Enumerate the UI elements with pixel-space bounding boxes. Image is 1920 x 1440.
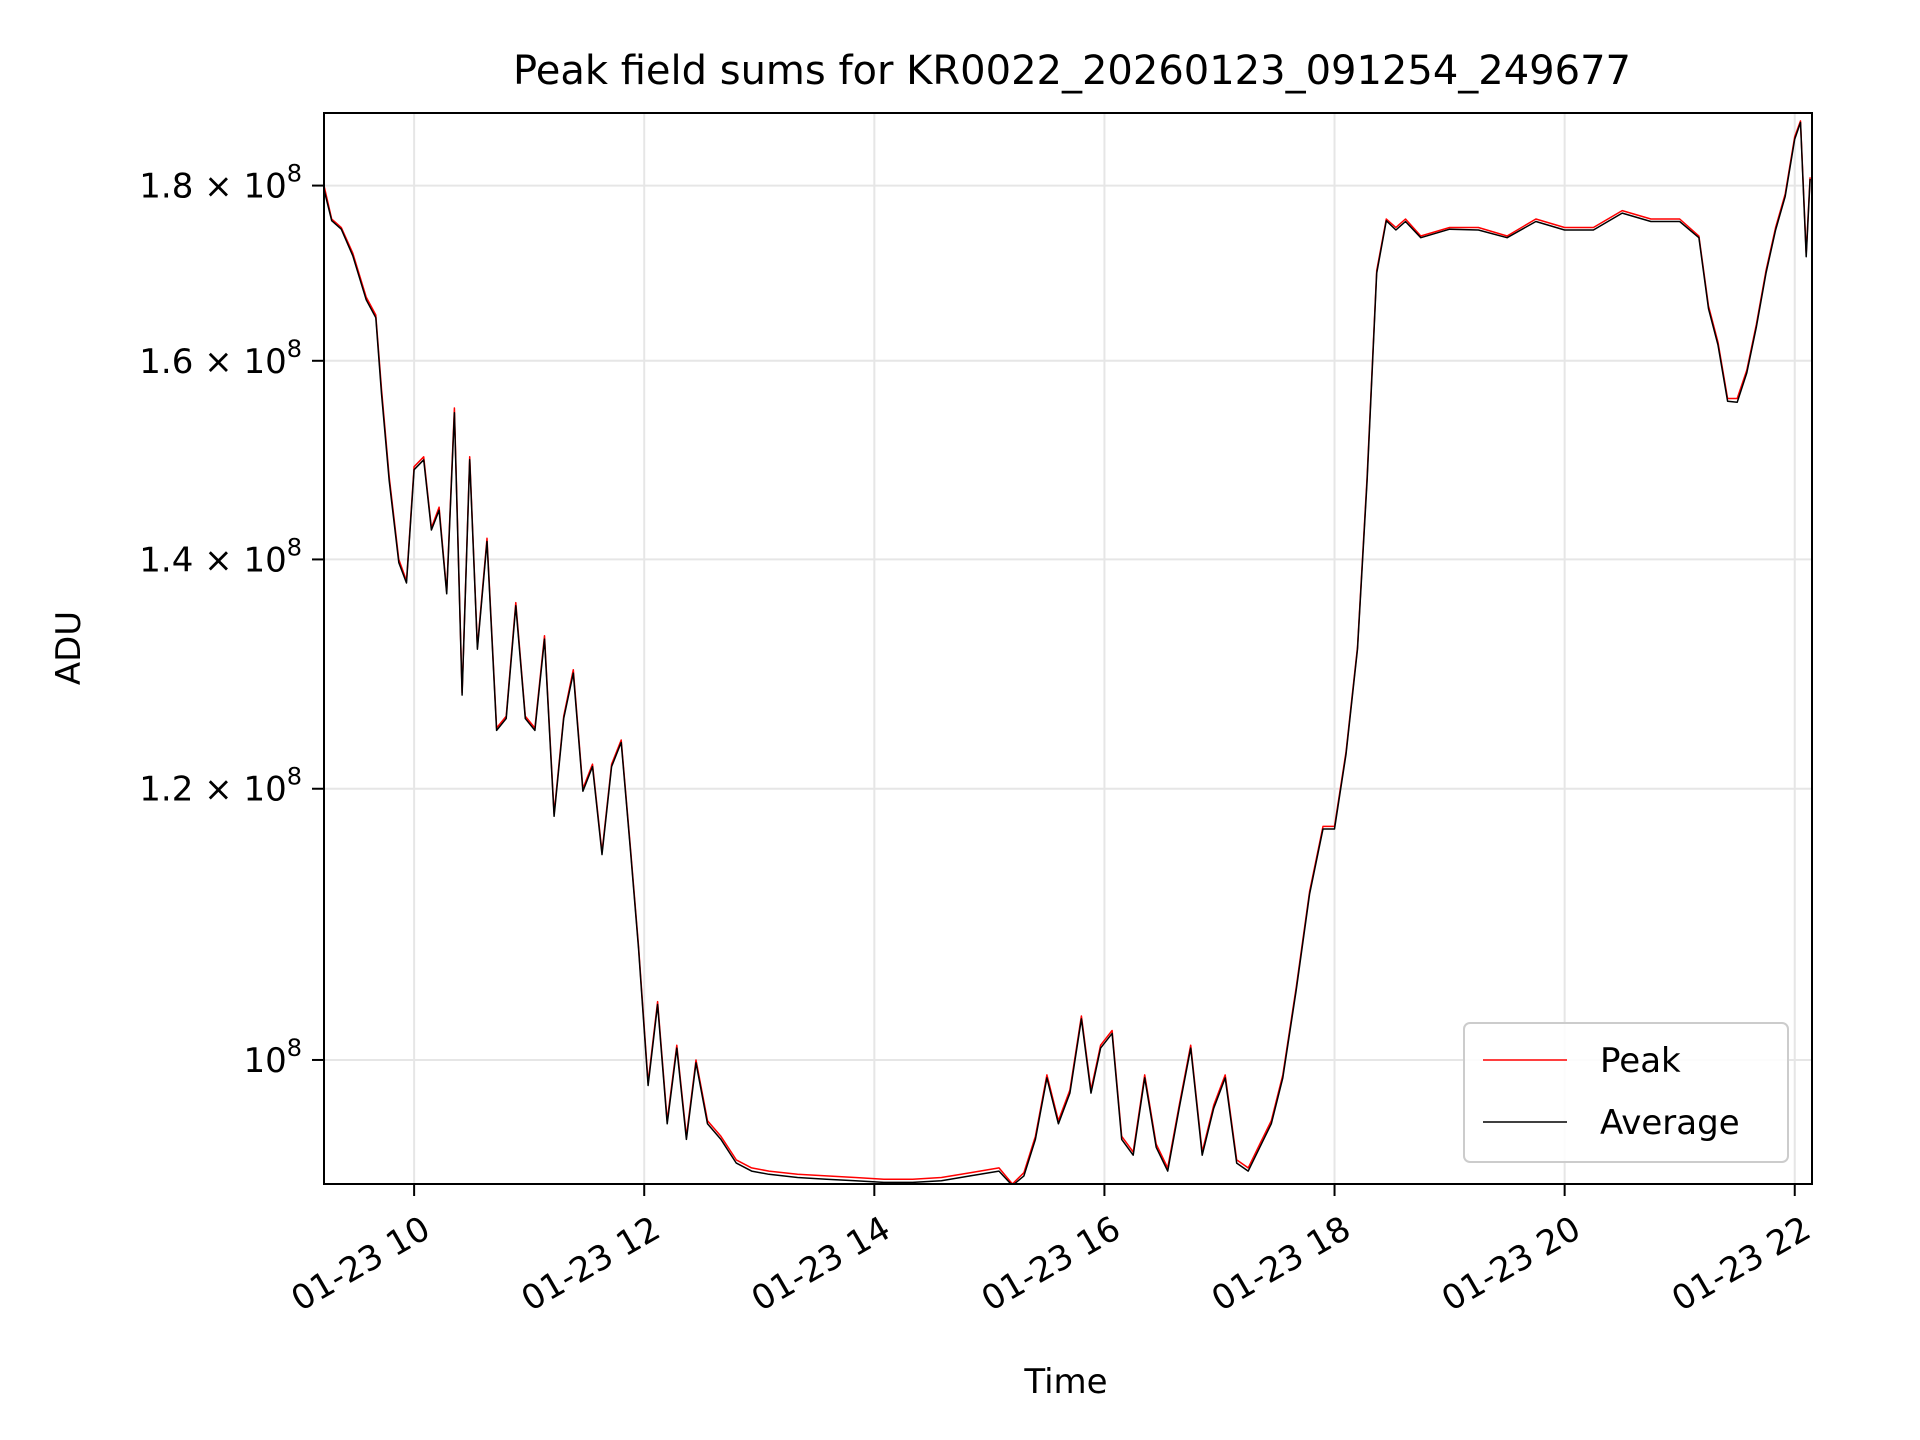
- y-tick-base: 10: [243, 167, 286, 207]
- y-tick-label: 1.8 × 108: [139, 160, 302, 207]
- plot-frame: [323, 112, 1813, 1185]
- y-tick-mantissa: 1.8 ×: [139, 167, 243, 207]
- y-tick-exponent: 8: [287, 335, 302, 363]
- legend-label-peak: Peak: [1600, 1041, 1681, 1081]
- y-tick-exponent: 8: [287, 160, 302, 188]
- y-tick-base: 10: [243, 1041, 286, 1081]
- legend: Peak Average: [1463, 1022, 1789, 1163]
- y-tick-exponent: 8: [287, 1034, 302, 1062]
- series-line-average: [324, 121, 1811, 1184]
- legend-label-average: Average: [1600, 1103, 1740, 1143]
- y-tick-label: 1.4 × 108: [139, 533, 302, 580]
- y-axis-label: ADU: [49, 611, 89, 685]
- y-tick-base: 10: [243, 540, 286, 580]
- grid-layer: [324, 113, 1812, 1184]
- y-tick-label: 1.2 × 108: [139, 763, 302, 810]
- y-tick-mantissa: 1.6 ×: [139, 342, 243, 382]
- y-tick-mantissa: 1.4 ×: [139, 540, 243, 580]
- x-axis-label: Time: [1023, 1362, 1107, 1402]
- chart-title: Peak field sums for KR0022_20260123_0912…: [513, 48, 1631, 94]
- y-tick-exponent: 8: [287, 763, 302, 791]
- y-tick-base: 10: [243, 770, 286, 810]
- y-tick-exponent: 8: [287, 533, 302, 561]
- y-tick-mantissa: 1.2 ×: [139, 770, 243, 810]
- series-layer: [324, 120, 1811, 1184]
- y-tick-base: 10: [243, 342, 286, 382]
- legend-box: [1463, 1022, 1789, 1163]
- y-tick-label: 108: [243, 1034, 302, 1081]
- y-tick-label: 1.6 × 108: [139, 335, 302, 382]
